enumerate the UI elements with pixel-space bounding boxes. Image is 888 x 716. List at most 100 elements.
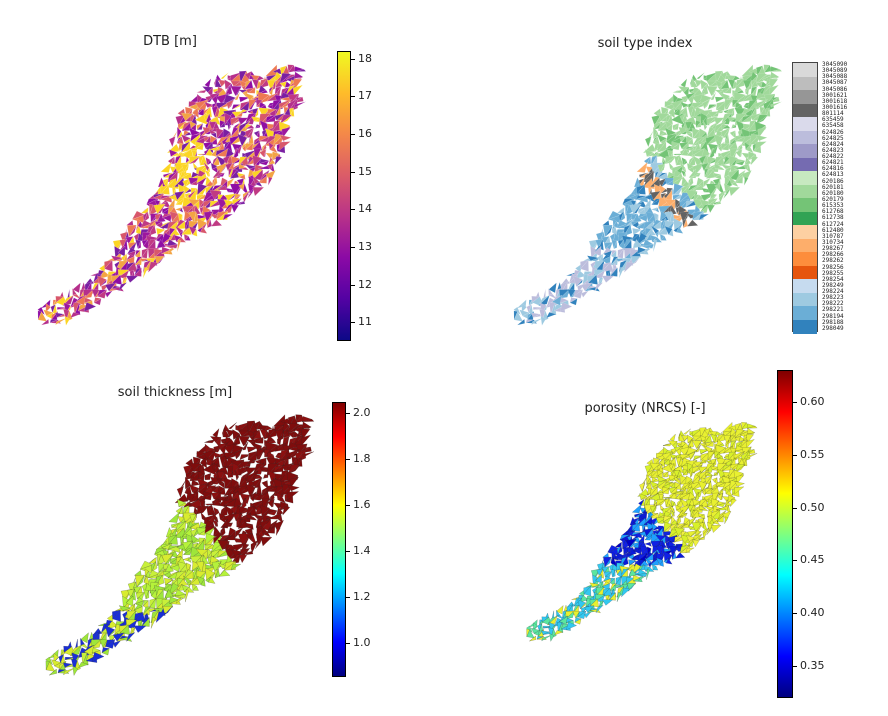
colorbar-tick-mark xyxy=(351,322,355,324)
legend-swatch xyxy=(793,130,817,145)
panel-title-soil-thickness: soil thickness [m] xyxy=(117,385,233,400)
legend-swatch xyxy=(793,63,817,77)
legend-code-label: 3001616 xyxy=(822,103,848,111)
legend-code-label: 3001621 xyxy=(822,91,848,99)
legend-swatch xyxy=(793,211,817,226)
legend-code-label: 612480 xyxy=(822,226,844,234)
colorbar-tick-mark xyxy=(793,401,797,403)
legend-code-label: 298249 xyxy=(822,281,844,289)
colorbar-tick-mark xyxy=(351,209,355,211)
colorbar-tick-mark xyxy=(346,642,350,644)
colorbar-tick-label: 2.0 xyxy=(353,406,371,420)
colorbar-tick-mark xyxy=(351,171,355,173)
legend-code-label: 298223 xyxy=(822,294,844,302)
legend-swatch xyxy=(793,306,817,320)
legend-swatch xyxy=(793,279,817,293)
legend-code-label: 3045087 xyxy=(822,79,848,87)
colorbar-tick-label: 12 xyxy=(358,277,372,291)
legend-swatch xyxy=(793,90,817,104)
legend-swatch xyxy=(793,225,817,239)
colorbar-tick-label: 1.4 xyxy=(353,543,371,557)
colorbar-tick-label: 14 xyxy=(358,202,372,216)
colorbar-tick-label: 0.55 xyxy=(800,447,825,461)
legend-code-label: 298221 xyxy=(822,306,844,314)
colorbar-tick-mark xyxy=(351,96,355,98)
legend-code-label: 635459 xyxy=(822,116,844,124)
legend-code-label: 620181 xyxy=(822,183,844,191)
legend-code-label: 801114 xyxy=(822,110,844,118)
legend-swatch xyxy=(793,319,817,334)
legend-code-label: 298222 xyxy=(822,300,844,308)
legend-code-label: 620180 xyxy=(822,189,844,197)
legend-swatch xyxy=(793,252,817,266)
legend-code-label: 3001618 xyxy=(822,97,848,105)
colorbar-tick-mark xyxy=(793,613,797,615)
colorbar-soil-thickness xyxy=(332,402,346,677)
colorbar-tick-mark xyxy=(351,246,355,248)
colorbar-tick-label: 0.40 xyxy=(800,606,825,620)
colorbar-tick-mark xyxy=(351,133,355,135)
colorbar-tick-mark xyxy=(793,507,797,509)
colorbar-tick-mark xyxy=(346,505,350,507)
legend-code-label: 310787 xyxy=(822,232,844,240)
colorbar-tick-label: 1.6 xyxy=(353,498,371,512)
legend-swatch xyxy=(793,144,817,158)
legend-code-label: 620186 xyxy=(822,177,844,185)
map-soil-thickness xyxy=(45,414,315,677)
colorbar-tick-label: 15 xyxy=(358,164,372,178)
legend-code-label: 3045086 xyxy=(822,85,848,93)
colorbar-tick-label: 1.2 xyxy=(353,589,371,603)
legend-code-label: 615353 xyxy=(822,202,844,210)
legend-code-label: 298262 xyxy=(822,257,844,265)
panel-title-porosity: porosity (NRCS) [-] xyxy=(584,401,706,416)
legend-swatch xyxy=(793,238,817,253)
legend-swatch xyxy=(793,292,817,307)
legend-code-label: 298266 xyxy=(822,251,844,259)
legend-code-label: 310734 xyxy=(822,238,844,246)
legend-swatch xyxy=(793,76,817,91)
colorbar-porosity xyxy=(777,370,793,698)
colorbar-tick-label: 13 xyxy=(358,239,372,253)
legend-swatch xyxy=(793,103,817,118)
legend-code-label: 298194 xyxy=(822,312,844,320)
legend-code-label: 298224 xyxy=(822,288,844,296)
colorbar-tick-mark xyxy=(346,596,350,598)
map-porosity xyxy=(526,421,758,642)
legend-code-label: 3045089 xyxy=(822,67,848,75)
legend-code-label: 298049 xyxy=(822,324,844,332)
legend-code-label: 624813 xyxy=(822,171,844,179)
legend-soil-type xyxy=(792,62,818,334)
legend-swatch xyxy=(793,198,817,212)
legend-swatch xyxy=(793,265,817,280)
legend-code-label: 635458 xyxy=(822,122,844,130)
legend-swatch xyxy=(793,171,817,185)
legend-swatch xyxy=(793,157,817,172)
legend-code-label: 624823 xyxy=(822,146,844,154)
colorbar-tick-mark xyxy=(793,560,797,562)
panel-title-dtb: DTB [m] xyxy=(143,34,197,49)
legend-swatch xyxy=(793,117,817,131)
legend-code-label: 298188 xyxy=(822,318,844,326)
colorbar-tick-label: 1.0 xyxy=(353,635,371,649)
colorbar-tick-mark xyxy=(351,284,355,286)
legend-code-label: 624822 xyxy=(822,153,844,161)
colorbar-tick-label: 0.60 xyxy=(800,394,825,408)
legend-code-label: 624816 xyxy=(822,165,844,173)
legend-code-label: 624825 xyxy=(822,134,844,142)
colorbar-tick-mark xyxy=(346,459,350,461)
colorbar-tick-mark xyxy=(346,413,350,415)
colorbar-tick-mark xyxy=(351,58,355,60)
legend-swatch xyxy=(793,184,817,199)
colorbar-tick-label: 0.45 xyxy=(800,553,825,567)
legend-code-label: 620179 xyxy=(822,196,844,203)
legend-code-label: 298267 xyxy=(822,245,844,253)
legend-code-label: 612724 xyxy=(822,220,844,228)
colorbar-tick-label: 17 xyxy=(358,89,372,103)
colorbar-tick-label: 18 xyxy=(358,51,372,65)
legend-code-label: 624821 xyxy=(822,159,844,167)
colorbar-tick-mark xyxy=(793,454,797,456)
legend-code-label: 624826 xyxy=(822,128,844,136)
legend-code-label: 624824 xyxy=(822,140,844,148)
colorbar-dtb xyxy=(337,51,351,341)
